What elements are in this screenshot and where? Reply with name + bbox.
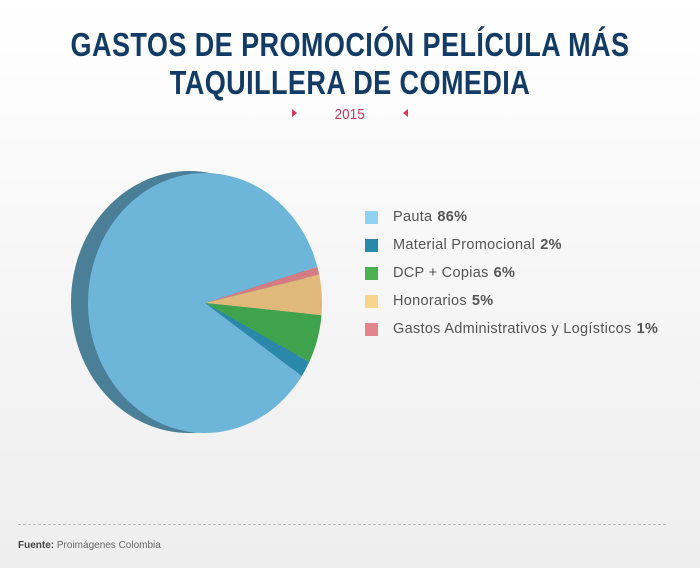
legend-item: Pauta 86% <box>365 203 658 231</box>
source-text: Proimágenes Colombia <box>56 540 161 551</box>
legend-swatch <box>365 294 378 308</box>
pie-slice-material-promocional <box>205 303 310 377</box>
legend-value: 2% <box>540 237 562 253</box>
legend-label: Material Promocional <box>393 237 536 253</box>
legend-label: Pauta <box>393 209 433 225</box>
legend-swatch <box>365 266 378 280</box>
legend-value: 1% <box>636 321 659 337</box>
legend-item: DCP + Copias 6% <box>365 259 658 287</box>
legend-value: 5% <box>471 293 494 309</box>
legend-label: DCP + Copias <box>393 265 489 281</box>
pie-slice-dcp-copias <box>205 303 322 363</box>
source: Fuente: Proimágenes Colombia <box>18 540 161 551</box>
right-triangle-icon <box>292 109 298 118</box>
subtitle-year: 2015 <box>334 106 366 123</box>
legend-value: 6% <box>493 265 516 281</box>
title-line-2: TAQUILLERA DE COMEDIA <box>169 64 531 101</box>
legend-swatch <box>365 210 378 224</box>
legend-swatch <box>365 238 378 252</box>
divider <box>18 524 666 525</box>
pie-slice-gastos-administrativos-y-log-sticos <box>205 266 320 303</box>
pie-slice-honorarios <box>205 274 322 316</box>
legend-value: 86% <box>437 209 468 225</box>
legend-label: Honorarios <box>393 293 467 309</box>
title-line-1: GASTOS DE PROMOCIÓN PELÍCULA MÁS <box>70 26 630 63</box>
legend-swatch <box>365 322 378 336</box>
legend: Pauta 86% Material Promocional 2% DCP + Copi… <box>365 203 658 343</box>
legend-item: Gastos Administrativos y Logísticos 1% <box>365 315 658 343</box>
legend-label: Gastos Administrativos y Logísticos <box>393 321 632 337</box>
legend-item: Material Promocional 2% <box>365 231 658 259</box>
pie-slice-pauta <box>88 172 318 433</box>
subtitle: 2015 <box>0 106 700 123</box>
left-triangle-icon <box>402 109 408 118</box>
legend-item: Honorarios 5% <box>365 287 658 315</box>
source-label: Fuente: <box>18 540 55 551</box>
chart-title: GASTOS DE PROMOCIÓN PELÍCULA MÁS TAQUILL… <box>63 26 637 102</box>
